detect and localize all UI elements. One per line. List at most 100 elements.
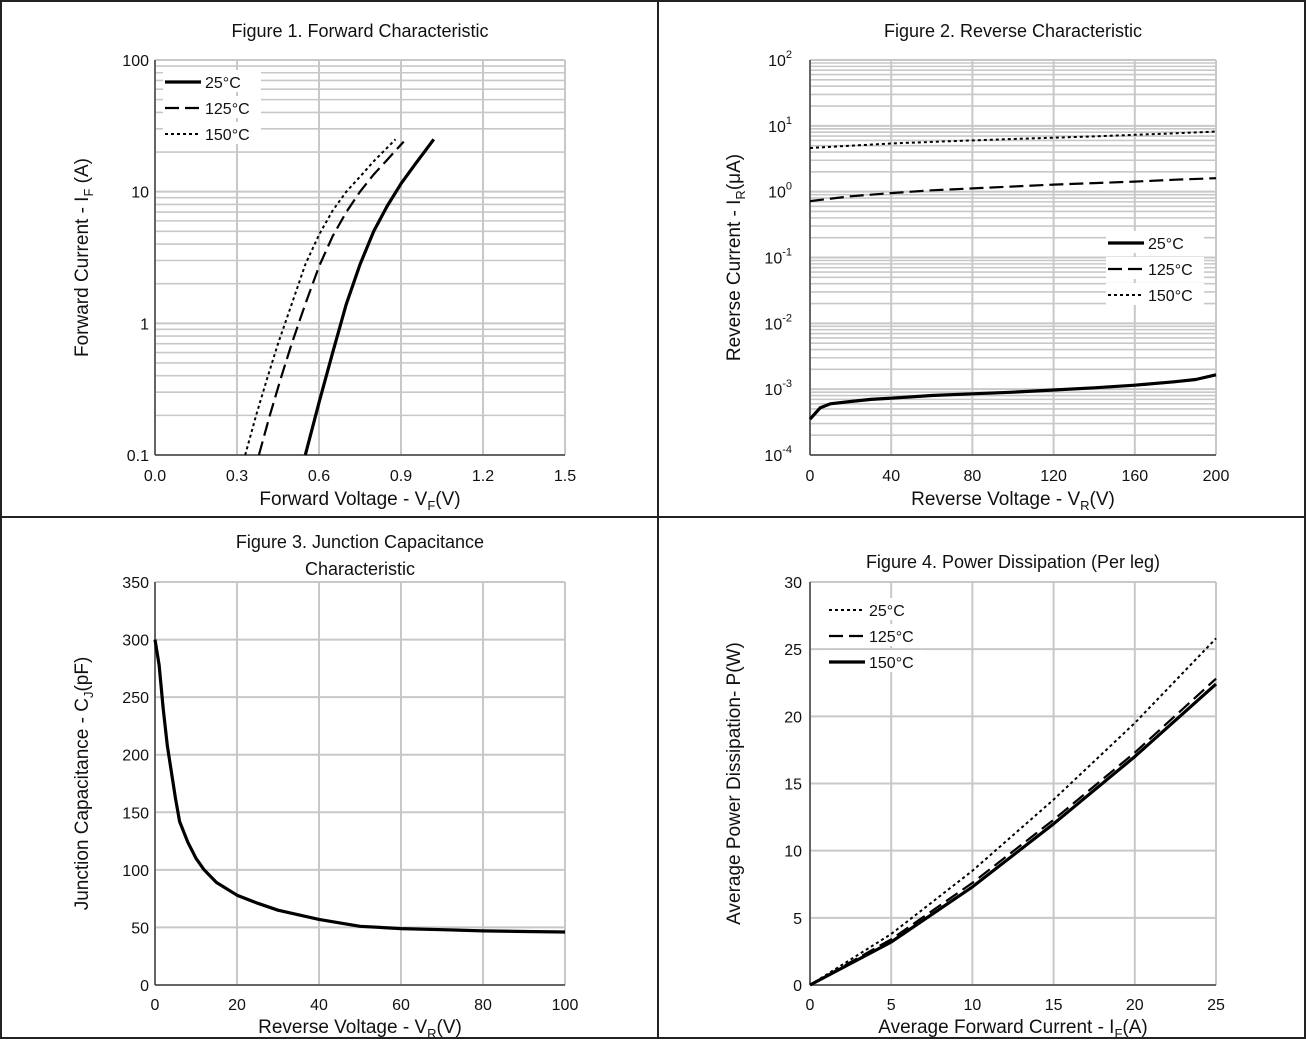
legend-label: 25°C	[205, 75, 241, 92]
y-tick-base: 10	[764, 448, 782, 465]
x-tick-label: 0.0	[144, 468, 166, 485]
series-line-125c	[809, 177, 1217, 203]
y-axis-label-tail: (μA)	[724, 154, 745, 190]
legend-background	[163, 70, 261, 92]
y-tick-label: 250	[122, 690, 149, 707]
x-axis-label-main: Forward Voltage - V	[259, 489, 427, 510]
y-tick-label: 10-4	[764, 444, 792, 465]
y-tick-label: 20	[784, 709, 802, 726]
x-tick-label: 0	[806, 997, 815, 1014]
y-tick-base: 10	[764, 316, 782, 333]
x-axis-label: Reverse Voltage - VR(V)	[258, 1017, 462, 1039]
series-line-125c	[257, 140, 405, 456]
chart-fig4: 0 5 10 15 20 25 0 5 10 15 20 25 30 Figure 4. Power Di…	[724, 552, 1225, 1041]
y-axis-label: Junction Capacitance - CJ(pF)	[72, 657, 96, 911]
y-tick-label: 25	[784, 642, 802, 659]
y-tick-exponent: 2	[786, 49, 792, 61]
x-tick-label: 0.9	[390, 468, 412, 485]
x-axis-label-subscript: F	[427, 498, 435, 513]
x-tick-label: 20	[1126, 997, 1144, 1014]
y-tick-label: 200	[122, 748, 149, 765]
legend-background	[1106, 283, 1204, 305]
y-tick-label: 101	[768, 115, 792, 136]
y-tick-exponent: 0	[786, 181, 792, 193]
chart-fig3: 0 20 40 60 80 100 0 50 100 150 200 250 300 350 Figure …	[72, 532, 578, 1041]
legend-background	[1106, 231, 1204, 253]
y-tick-exponent: 1	[786, 115, 792, 127]
legend-label: 125°C	[205, 101, 250, 118]
y-tick-label: 5	[793, 911, 802, 928]
series-line-150c	[809, 130, 1217, 149]
y-axis-label-subscript: R	[733, 190, 748, 199]
y-tick-label: 1	[140, 316, 149, 333]
y-tick-label: 15	[784, 777, 802, 794]
y-tick-label: 10-1	[764, 247, 792, 268]
legend-background	[827, 650, 925, 672]
y-tick-label: 300	[122, 633, 149, 650]
x-tick-label: 25	[1207, 997, 1225, 1014]
x-tick-label: 0	[151, 997, 160, 1014]
x-tick-label: 40	[310, 997, 328, 1014]
x-axis-label-main: Average Forward Current - I	[878, 1017, 1114, 1038]
y-tick-label: 100	[768, 181, 792, 202]
y-tick-base: 10	[768, 185, 786, 202]
y-tick-label: 0.1	[127, 448, 149, 465]
x-axis-label-main: Reverse Voltage - V	[911, 489, 1080, 510]
x-tick-label: 40	[882, 468, 900, 485]
legend-label: 125°C	[869, 629, 914, 646]
y-tick-exponent: -3	[782, 378, 792, 390]
legend-background	[827, 598, 925, 620]
series-line-125c	[809, 677, 1217, 986]
y-tick-base: 10	[764, 382, 782, 399]
y-tick-exponent: -4	[782, 444, 792, 456]
y-tick-label: 100	[122, 863, 149, 880]
chart-title-line2: Characteristic	[305, 559, 415, 579]
legend-background	[163, 122, 261, 144]
legend-label: 25°C	[869, 603, 905, 620]
y-axis-label-subscript: J	[81, 692, 96, 699]
y-tick-label: 50	[131, 920, 149, 937]
x-tick-label: 120	[1040, 468, 1067, 485]
legend-label: 150°C	[1148, 288, 1193, 305]
x-axis-label-tail: (V)	[437, 1017, 462, 1038]
x-tick-label: 0	[806, 468, 815, 485]
x-tick-label: 80	[474, 997, 492, 1014]
x-axis-label-main: Reverse Voltage - V	[258, 1017, 427, 1038]
y-tick-label: 350	[122, 575, 149, 592]
y-axis-label-tail: (A)	[72, 158, 93, 189]
x-tick-label: 5	[887, 997, 896, 1014]
y-axis-label-main: Forward Current - I	[72, 197, 93, 357]
legend: 25°C 125°C 150°C	[827, 598, 925, 672]
y-axis-label-main: Junction Capacitance - C	[72, 698, 93, 910]
y-tick-base: 10	[768, 53, 786, 70]
chart-title: Figure 2. Reverse Characteristic	[884, 21, 1142, 41]
x-axis-label: Forward Voltage - VF(V)	[259, 489, 460, 513]
y-axis-label: Reverse Current - IR(μA)	[724, 154, 748, 361]
y-tick-exponent: -1	[782, 247, 792, 259]
legend-background	[1106, 257, 1204, 279]
x-tick-label: 1.2	[472, 468, 494, 485]
x-tick-label: 200	[1203, 468, 1230, 485]
series-line-capacitance	[153, 639, 566, 934]
y-tick-label: 30	[784, 575, 802, 592]
y-axis-label-main: Average Power Dissipation- P(W)	[724, 642, 745, 925]
series-line-25c	[303, 138, 436, 456]
y-tick-label: 0	[140, 978, 149, 995]
chart-title: Figure 4. Power Dissipation (Per leg)	[866, 552, 1160, 572]
x-tick-label: 10	[964, 997, 982, 1014]
chart-fig1: 0.0 0.3 0.6 0.9 1.2 1.5 0.1 1 10 100 Figure 1. For…	[72, 21, 576, 513]
y-tick-label: 10-2	[764, 312, 792, 333]
x-axis-label-tail: (V)	[435, 489, 460, 510]
series-line-25c	[808, 373, 1217, 421]
x-tick-label: 1.5	[554, 468, 576, 485]
y-tick-exponent: -2	[782, 312, 792, 324]
x-axis-label-tail: (V)	[1090, 489, 1115, 510]
chart-fig2: 0 40 80 120 160 20010-410-310-210-1100101102F…	[724, 21, 1229, 513]
x-axis-label-subscript: R	[427, 1026, 436, 1039]
x-tick-label: 0.6	[308, 468, 330, 485]
x-axis-label-subscript: R	[1080, 498, 1089, 513]
chart-title: Figure 1. Forward Characteristic	[231, 21, 488, 41]
